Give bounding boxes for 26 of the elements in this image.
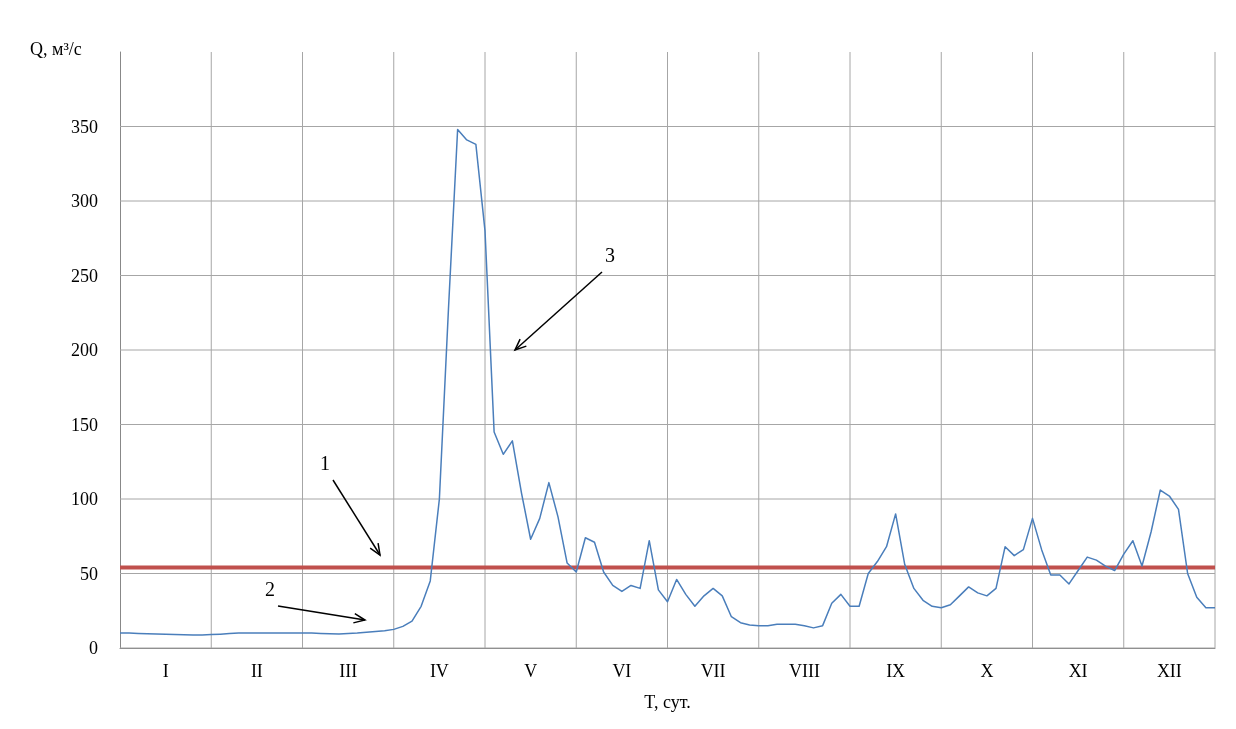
x-tick-label: XI	[1068, 661, 1088, 681]
x-tick-label: IV	[429, 661, 449, 681]
y-tick-label: 50	[80, 563, 98, 584]
y-tick-label: 350	[71, 116, 98, 137]
x-tick-label: VIII	[788, 661, 820, 681]
y-axis-title: Q, м³/с	[30, 39, 82, 59]
x-tick-label: I	[162, 661, 169, 681]
y-tick-label: 100	[71, 489, 98, 509]
y-tick-label: 250	[71, 265, 98, 286]
y-tick-label: 300	[71, 191, 98, 211]
x-axis-title: T, сут.	[644, 692, 691, 712]
x-tick-label: X	[980, 661, 994, 681]
y-tick-label: 200	[71, 340, 98, 360]
line-series	[119, 128, 1216, 636]
x-tick-label: III	[339, 661, 358, 681]
annotation: 2	[265, 578, 275, 600]
y-tick-label: 0	[89, 638, 98, 658]
y-tick-label: 150	[71, 414, 98, 435]
annotation: 3	[605, 244, 615, 266]
x-tick-label: VI	[612, 661, 632, 681]
x-tick-label: IX	[886, 661, 906, 681]
x-tick-label: II	[250, 661, 263, 681]
x-tick-label: XII	[1156, 661, 1182, 681]
x-tick-label: VII	[700, 661, 726, 681]
x-tick-label: V	[524, 661, 538, 681]
annotation: 1	[320, 452, 330, 474]
